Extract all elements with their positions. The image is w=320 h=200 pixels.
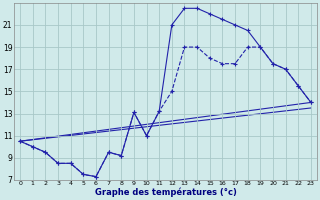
X-axis label: Graphe des températures (°c): Graphe des températures (°c) bbox=[95, 188, 236, 197]
